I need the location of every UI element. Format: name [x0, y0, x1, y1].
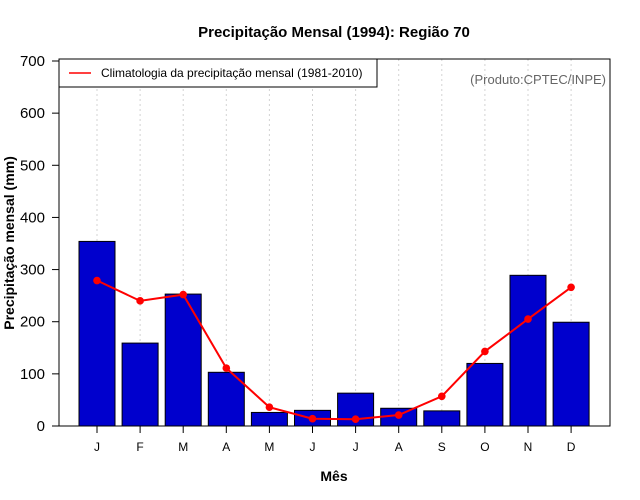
x-axis-title: Mês: [320, 468, 347, 484]
climatology-point-11: [567, 283, 575, 292]
climatology-point-6: [351, 415, 360, 424]
y-tick-label: 500: [20, 157, 45, 174]
bar-3: [207, 371, 245, 427]
x-tick-label: F: [136, 440, 143, 454]
legend-entry-climatology: Climatologia da precipitação mensal (198…: [101, 66, 362, 80]
climatology-line: [96, 279, 572, 421]
climatology-point-2: [179, 290, 187, 299]
climatology-point-3: [222, 364, 231, 372]
bar-11: [552, 321, 590, 427]
climatology-point-1: [136, 297, 144, 305]
y-tick-label: 200: [20, 314, 45, 331]
y-tick-label: 600: [20, 105, 45, 122]
climatology-point-9: [481, 347, 489, 356]
x-tick-label: M: [178, 440, 188, 454]
bar-4: [250, 411, 288, 427]
climatology-series: [93, 276, 575, 424]
bar-9: [466, 362, 504, 427]
climatology-point-10: [524, 315, 532, 323]
bar-10: [509, 274, 547, 427]
y-tick-label: 300: [20, 262, 45, 279]
x-tick-label: A: [395, 440, 403, 454]
bar-1: [121, 342, 159, 427]
y-tick-label: 700: [20, 53, 45, 70]
legend: Climatologia da precipitação mensal (198…: [58, 58, 378, 88]
y-tick-label: 100: [20, 366, 45, 383]
climatology-point-4: [265, 403, 274, 412]
bar-8: [423, 410, 461, 427]
y-tick-label: 0: [37, 418, 45, 435]
x-tick-label: J: [353, 440, 359, 454]
y-axis-title: Precipitação mensal (mm): [1, 156, 17, 330]
chart-title: Precipitação Mensal (1994): Região 70: [198, 24, 470, 41]
legend-box: [58, 58, 378, 88]
y-tick-label: 400: [20, 209, 45, 226]
x-tick-label: J: [94, 440, 100, 454]
bar-0: [78, 240, 116, 427]
x-tick-label: D: [567, 440, 576, 454]
x-tick-label: S: [438, 440, 446, 454]
bar-2: [164, 293, 202, 427]
climatology-point-5: [308, 414, 317, 423]
y-axis: 0 100 200 300 400 500 600 700: [20, 53, 59, 435]
x-tick-label: O: [480, 440, 489, 454]
climatology-point-8: [438, 392, 446, 401]
bar-series: [78, 240, 590, 427]
climatology-point-0: [93, 276, 101, 285]
climatology-point-7: [394, 411, 403, 419]
x-tick-label: N: [524, 440, 533, 454]
x-tick-label: M: [264, 440, 274, 454]
x-tick-label: A: [222, 440, 230, 454]
x-tick-label: J: [310, 440, 316, 454]
credit-annotation: (Produto:CPTEC/INPE): [470, 72, 606, 87]
